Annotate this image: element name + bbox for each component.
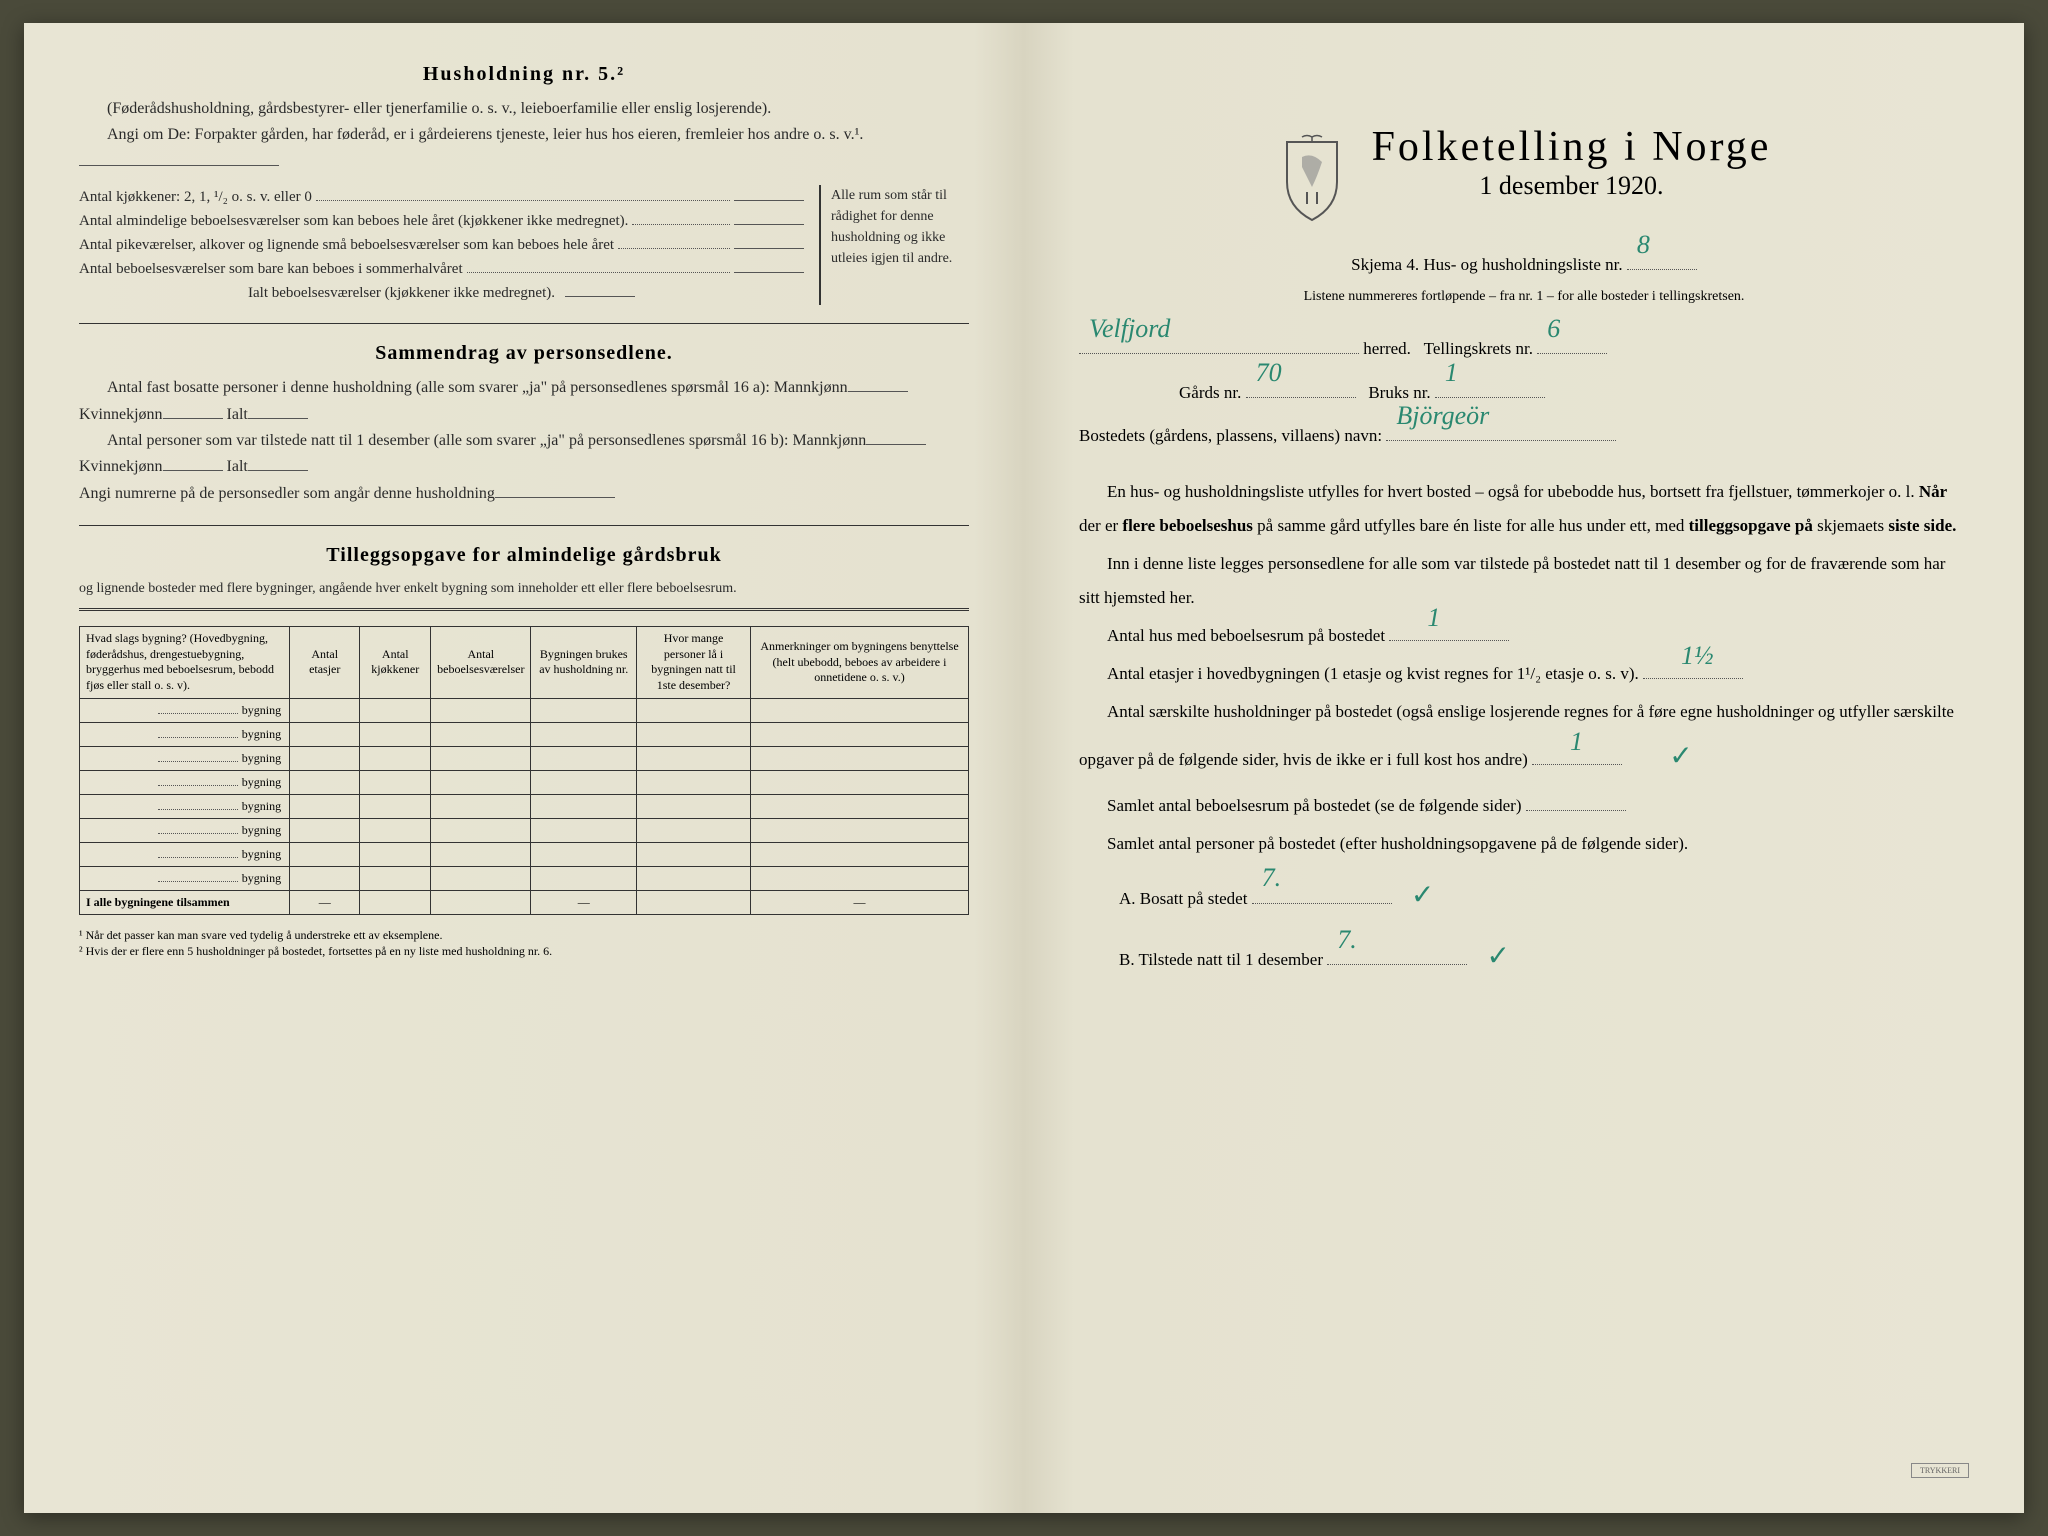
- checkmark-icon: ✓: [1411, 865, 1434, 927]
- table-header-row: Hvad slags bygning? (Hovedbygning, føder…: [80, 627, 969, 698]
- q2: Antal etasjer i hovedbygningen (1 etasje…: [1079, 657, 1969, 691]
- right-page: Folketelling i Norge 1 desember 1920. Sk…: [1024, 23, 2024, 1513]
- main-title: Folketelling i Norge: [1372, 123, 1772, 171]
- section1-line1: Angi om De: Forpakter gården, har føderå…: [79, 122, 969, 175]
- subtitle: 1 desember 1920.: [1372, 171, 1772, 201]
- table-row: bygning: [80, 794, 969, 818]
- checkmark-icon: ✓: [1641, 729, 1692, 785]
- item-b: B. Tilstede natt til 1 desember 7. ✓: [1119, 926, 1969, 988]
- table-row: bygning: [80, 746, 969, 770]
- section3-subtitle: og lignende bosteder med flere bygninger…: [79, 577, 969, 600]
- section2-title: Sammendrag av personsedlene.: [79, 342, 969, 365]
- footnotes: ¹ Når det passer kan man svare ved tydel…: [79, 927, 969, 961]
- herred-line: Velfjord herred. Tellingskrets nr. 6: [1079, 330, 1969, 367]
- q1: Antal hus med beboelsesrum på bostedet 1: [1079, 619, 1969, 653]
- table-row: bygning: [80, 866, 969, 890]
- table-row: bygning: [80, 842, 969, 866]
- bosted-line: Bostedets (gårdens, plassens, villaens) …: [1079, 417, 1969, 454]
- census-document: Husholdning nr. 5.² (Føderådshusholdning…: [24, 23, 2024, 1513]
- item-a: A. Bosatt på stedet 7. ✓: [1119, 865, 1969, 927]
- checkmark-icon: ✓: [1487, 926, 1510, 988]
- list-note: Listene nummereres fortløpende – fra nr.…: [1079, 289, 1969, 305]
- table-total-row: I alle bygningene tilsammen ———: [80, 890, 969, 914]
- coat-of-arms-icon: [1277, 132, 1347, 222]
- instructions: En hus- og husholdningsliste utfylles fo…: [1079, 475, 1969, 988]
- table-row: bygning: [80, 770, 969, 794]
- form-number-line: Skjema 4. Hus- og husholdningsliste nr. …: [1079, 246, 1969, 283]
- printer-stamp: TRYKKERI: [1911, 1463, 1969, 1478]
- section1-body: (Føderådshusholdning, gårdsbestyrer- ell…: [79, 96, 969, 305]
- left-page: Husholdning nr. 5.² (Føderådshusholdning…: [24, 23, 1024, 1513]
- q3: Antal særskilte husholdninger på bostede…: [1079, 695, 1969, 785]
- brace-note: Alle rum som står til rådighet for denne…: [819, 185, 969, 305]
- q4: Samlet antal beboelsesrum på bostedet (s…: [1079, 789, 1969, 823]
- section1-title: Husholdning nr. 5.²: [79, 63, 969, 86]
- header: Folketelling i Norge 1 desember 1920.: [1079, 123, 1969, 231]
- section2-body: Antal fast bosatte personer i denne hush…: [79, 375, 969, 507]
- building-table: Hvad slags bygning? (Hovedbygning, føder…: [79, 626, 969, 914]
- gards-line: Gårds nr. 70 Bruks nr. 1: [1079, 374, 1969, 411]
- table-row: bygning: [80, 722, 969, 746]
- room-list: Antal kjøkkener: 2, 1, ¹/₂ o. s. v. elle…: [79, 185, 969, 305]
- section1-intro: (Føderådshusholdning, gårdsbestyrer- ell…: [79, 96, 969, 122]
- q5: Samlet antal personer på bostedet (efter…: [1079, 827, 1969, 861]
- table-row: bygning: [80, 818, 969, 842]
- section3-title: Tilleggsopgave for almindelige gårdsbruk: [79, 544, 969, 567]
- table-row: bygning: [80, 698, 969, 722]
